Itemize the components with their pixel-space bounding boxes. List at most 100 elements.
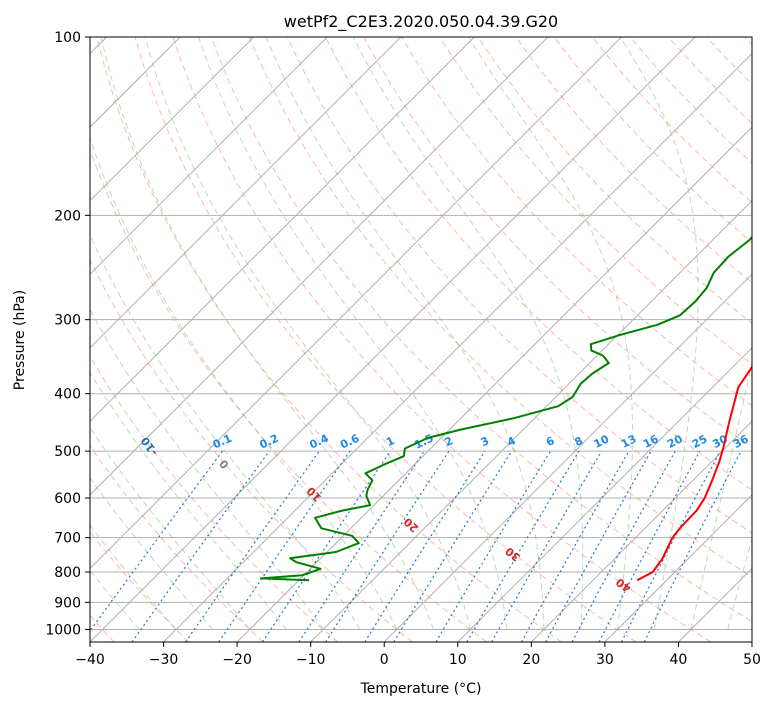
dry-adiabat-label: 10 <box>304 484 324 504</box>
mixing-ratio-label: 16 <box>641 432 661 451</box>
dry-adiabat-line <box>286 37 752 534</box>
dry-adiabat-line <box>553 37 752 244</box>
moist-adiabat-line <box>265 37 545 630</box>
mixing-ratio-label: 8 <box>572 434 585 449</box>
dewpoint-profile-line <box>260 235 752 582</box>
mixing-ratio-label: 30 <box>710 432 730 451</box>
mixing-ratio-label: 10 <box>592 432 612 451</box>
moist-adiabat-line <box>690 360 752 630</box>
mixing-ratio-line <box>571 450 676 642</box>
dry-adiabat-line <box>90 355 339 642</box>
isobar-gridlines <box>90 37 752 630</box>
mixing-ratio-line <box>621 450 721 642</box>
isotherm-gridline <box>383 273 752 642</box>
isotherm-gridline <box>457 347 752 642</box>
dry-adiabat-line <box>477 37 752 324</box>
isotherm-gridline <box>90 37 328 275</box>
moist-adiabat-line <box>90 136 398 630</box>
dry-adiabat-line <box>591 37 752 204</box>
mixing-ratio-label: 3 <box>479 434 492 449</box>
mixing-ratio-line <box>90 450 223 632</box>
mixing-ratio-label: 36 <box>731 432 751 451</box>
y-tick-label: 900 <box>54 595 81 611</box>
isotherm-gridline <box>90 37 402 349</box>
moist-adiabat-line <box>144 37 471 630</box>
moist-adiabat-line <box>90 477 214 630</box>
dry-adiabat-label: -20 <box>56 399 78 423</box>
moist-adiabats <box>90 37 752 630</box>
mixing-ratio-line <box>185 450 320 642</box>
dry-adiabat-line <box>325 37 752 491</box>
x-tick-label: 20 <box>522 652 540 668</box>
moist-adiabat-line <box>90 426 251 630</box>
mixing-ratio-label: 20 <box>665 432 685 451</box>
temperature-profile-line <box>636 365 752 582</box>
y-tick-label: 800 <box>54 565 81 581</box>
moist-adiabat-line <box>352 37 584 630</box>
profile-series <box>260 235 752 582</box>
mixing-ratio-line <box>325 450 450 642</box>
mixing-ratio-line <box>598 450 701 642</box>
moist-adiabat-line <box>90 371 287 630</box>
dry-adiabat-line <box>210 37 752 623</box>
x-tick-label: −20 <box>222 652 252 668</box>
mixing-ratio-line <box>545 450 652 642</box>
chart-title: wetPf2_C2E3.2020.050.04.39.G20 <box>284 12 558 32</box>
skewed-isotherm-gridlines <box>90 37 752 642</box>
mixing-ratio-label: 2 <box>443 434 456 449</box>
isotherm-gridline <box>530 420 752 642</box>
mixing-ratio-line <box>435 450 552 642</box>
isotherm-gridline <box>751 641 752 642</box>
mixing-ratio-line <box>643 450 742 642</box>
x-tick-label: −40 <box>75 652 105 668</box>
moist-adiabat-line <box>90 524 177 630</box>
dry-adiabat-line <box>744 37 752 46</box>
x-tick-label: 30 <box>596 652 614 668</box>
dry-adiabat-label: 30 <box>503 544 523 564</box>
dry-adiabat-label: -10 <box>138 434 160 458</box>
y-tick-label: 300 <box>54 313 81 329</box>
moist-adiabat-line <box>619 37 699 630</box>
x-tick-label: 50 <box>743 652 761 668</box>
isotherm-gridline <box>236 126 752 642</box>
dry-adiabat-line <box>90 258 413 642</box>
dry-adiabats <box>90 37 752 642</box>
plot-frame <box>89 36 753 643</box>
moist-adiabat-line <box>198 37 508 630</box>
mixing-ratio-label: 1.5 <box>412 432 435 452</box>
y-tick-label: 100 <box>54 30 81 46</box>
dry-adiabat-line <box>134 37 637 642</box>
dry-adiabat-line <box>629 37 752 164</box>
plot-area: -100-90-80-70-60-50-40-30-20-10010203040… <box>56 37 752 642</box>
dry-adiabat-line <box>90 445 264 642</box>
mixing-ratio-label: 0.4 <box>307 432 330 452</box>
mixing-ratio-labels: 0.1 0.2 0.4 0.6 1 1.5 2 3 4 6 8 10 13 16 20 25 30 36 <box>211 432 751 452</box>
dry-adiabat-line <box>96 37 562 642</box>
mixing-ratio-label: 0.2 <box>258 432 281 452</box>
mixing-ratio-line <box>218 450 351 642</box>
y-axis-ticks: 1000 900 800 700 600 500 400 300 200 100 <box>45 30 90 638</box>
isotherm-gridline <box>90 37 622 570</box>
isotherm-gridline <box>90 37 255 202</box>
isotherm-gridline <box>163 52 752 642</box>
mixing-ratio-line <box>298 450 425 642</box>
moist-adiabat-line <box>468 37 633 630</box>
x-tick-label: 10 <box>449 652 467 668</box>
x-tick-label: −10 <box>296 652 326 668</box>
dry-adiabat-line <box>668 37 752 125</box>
dry-adiabat-line <box>401 37 752 407</box>
isotherm-gridline <box>90 37 475 423</box>
mixing-ratio-line <box>393 450 513 642</box>
mixing-ratio-label: 13 <box>619 432 639 451</box>
dry-adiabat-label: 40 <box>613 575 633 595</box>
mixing-ratio-label: 0.6 <box>338 432 361 452</box>
x-tick-label: −30 <box>149 652 179 668</box>
x-axis-label: Temperature (°C) <box>360 681 482 697</box>
mixing-ratio-line <box>131 450 270 642</box>
x-axis-ticks: −40 −30 −20 −10 0 10 20 30 40 50 <box>75 642 761 668</box>
y-tick-label: 500 <box>54 444 81 460</box>
mixing-ratio-line <box>466 450 580 642</box>
mixing-ratio-label: 0.1 <box>211 432 234 452</box>
mixing-ratio-lines <box>90 450 742 642</box>
